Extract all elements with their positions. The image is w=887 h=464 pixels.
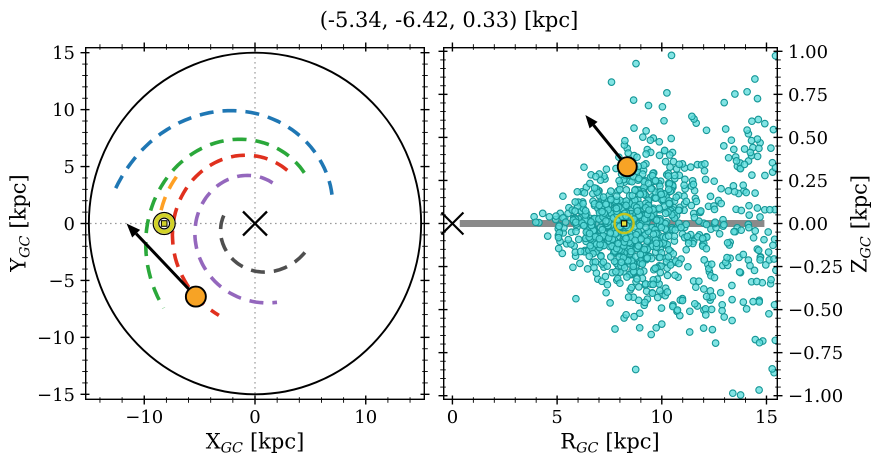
ylabel-subscript: GC: [858, 236, 875, 259]
x-axis-label-rz-plot: RGC [kpc]: [560, 429, 659, 456]
ylabel-unit: [kpc]: [6, 174, 31, 229]
axes-frame: [442, 46, 779, 401]
x-tick-label: 0: [249, 407, 260, 428]
axes-frame: [84, 46, 426, 401]
y-tick-label: 0: [64, 214, 75, 235]
y-tick-label: −15: [37, 385, 75, 406]
ylabel-main: Y: [6, 257, 31, 272]
figure-title: (-5.34, -6.42, 0.33) [kpc]: [319, 8, 579, 32]
y-tick-label: 15: [52, 43, 75, 64]
spiral-arm-sag-car: [170, 153, 289, 317]
y-tick-label: −10: [37, 328, 75, 349]
galactic-center-marker: [440, 211, 465, 236]
xlabel-main: X: [205, 429, 221, 454]
y-tick-label: 10: [52, 100, 75, 121]
y-tick-label: −1.00: [788, 386, 843, 407]
xlabel-unit: [kpc]: [249, 429, 305, 454]
y-tick-label: −5: [48, 271, 75, 292]
xlabel-subscript: GC: [576, 440, 599, 457]
y-tick-label: 1.00: [788, 42, 828, 63]
ylabel-subscript: GC: [17, 235, 34, 258]
y-axis-label-xy-plot: YGC [kpc]: [6, 174, 33, 272]
spiral-arm-outer: [113, 108, 334, 195]
xlabel-unit: [kpc]: [605, 429, 660, 454]
tick-labels: 0 5 10 15 1.00 0.75 0.50 0.25 0.00 −0.25 −0.50 −0.7…: [447, 42, 843, 428]
xy-top-down-plot: −10 0 10 15 10 5 0 −5 −10 −15: [37, 42, 430, 428]
spiral-arm-norma: [218, 214, 308, 274]
x-tick-label: 0: [447, 407, 458, 428]
ylabel-unit: [kpc]: [847, 174, 872, 230]
tick-labels: −10 0 10 15 10 5 0 −5 −10 −15: [37, 43, 377, 428]
target-star-marker: [184, 285, 207, 308]
x-tick-label: 10: [354, 407, 377, 428]
y-tick-label: −0.75: [788, 343, 843, 364]
x-tick-label: −10: [125, 407, 163, 428]
target-motion-arrow: [126, 223, 197, 298]
y-tick-label: 0.25: [788, 171, 828, 192]
xlabel-subscript: GC: [220, 440, 243, 457]
rz-side-plot: 0 5 10 15 1.00 0.75 0.50 0.25 0.00 −0.25 −0.50 −0.7…: [438, 42, 843, 428]
x-tick-label: 15: [755, 407, 778, 428]
y-tick-label: 0.00: [788, 214, 828, 235]
x-axis-label-xy-plot: XGC [kpc]: [206, 429, 305, 456]
spiral-arm-scutum: [193, 173, 278, 305]
y-tick-label: 0.75: [788, 85, 828, 106]
sun-marker: [152, 211, 176, 236]
x-tick-label: 5: [551, 407, 562, 428]
y-tick-label: −0.50: [788, 300, 843, 321]
spiral-arm-perseus: [143, 137, 306, 309]
sun-marker: [613, 212, 635, 235]
y-tick-label: −0.25: [788, 257, 843, 278]
target-star-marker: [616, 156, 638, 178]
ylabel-main: Z: [847, 258, 872, 274]
y-axis-label-rz-plot: ZGC [kpc]: [847, 175, 874, 273]
y-tick-label: 0.50: [788, 128, 828, 149]
y-tick-label: 5: [64, 157, 75, 178]
xlabel-main: R: [560, 429, 577, 454]
galactic-center-marker: [242, 210, 268, 237]
x-tick-label: 10: [650, 407, 673, 428]
